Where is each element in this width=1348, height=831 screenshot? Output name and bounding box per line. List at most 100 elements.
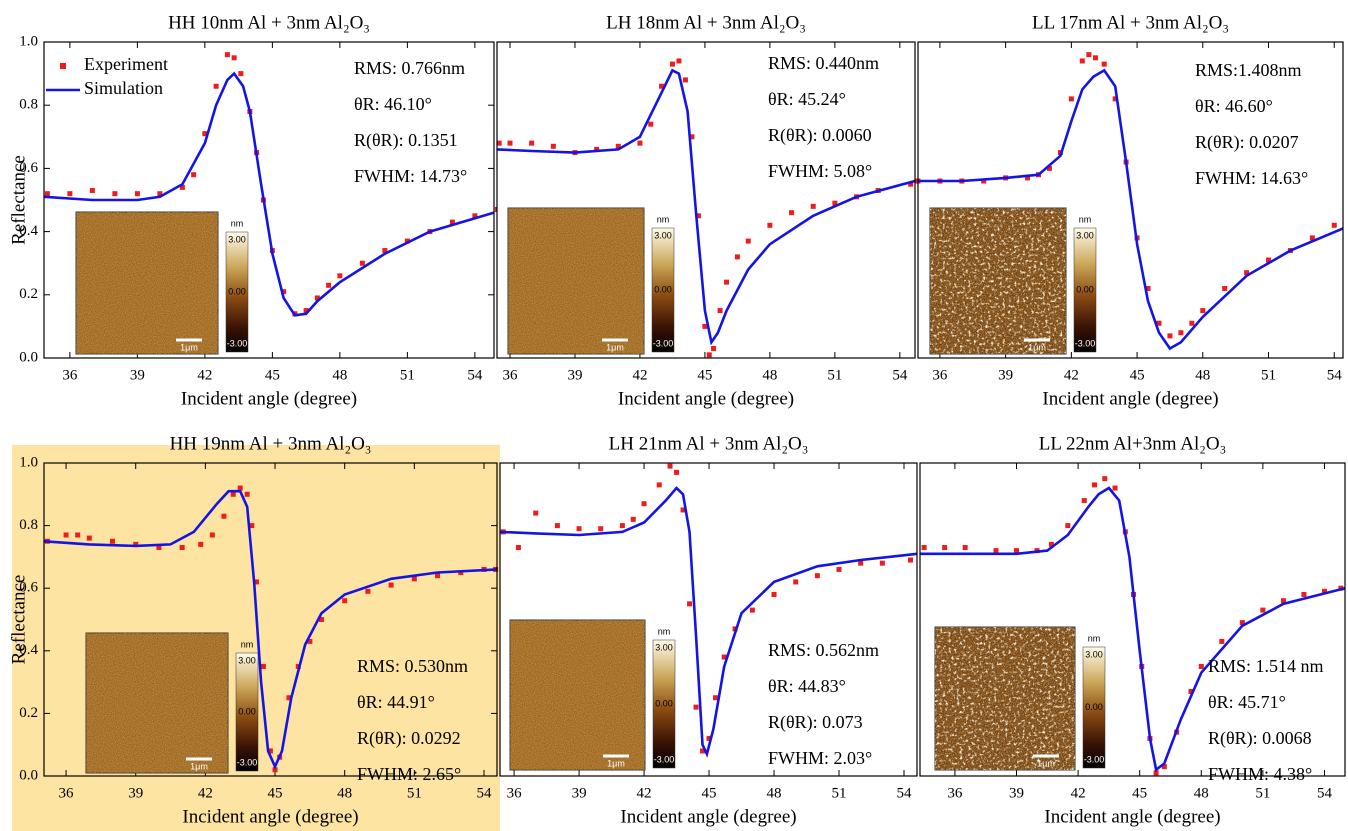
experiment-point: [179, 545, 185, 551]
experiment-point: [179, 184, 185, 190]
experiment-point: [1219, 638, 1225, 644]
colorbar-label: 3.00: [238, 655, 256, 665]
x-tick-label: 45: [265, 367, 280, 383]
annotation: R(θR): 0.0207: [1195, 132, 1299, 153]
experiment-point: [67, 191, 73, 197]
experiment-point: [253, 579, 259, 585]
x-axis-label: Incident angle (degree): [618, 388, 794, 409]
afm-texture: [510, 620, 645, 770]
experiment-point: [713, 695, 719, 701]
y-tick-label: 0.0: [19, 767, 38, 783]
afm-texture: [76, 212, 218, 354]
experiment-point: [109, 538, 115, 544]
x-tick-label: 51: [407, 785, 422, 801]
legend-label: Simulation: [84, 78, 163, 98]
x-tick-label: 54: [897, 785, 913, 801]
experiment-point: [993, 548, 999, 554]
experiment-point: [231, 55, 237, 61]
experiment-point: [1112, 485, 1118, 491]
y-tick-label: 0.0: [19, 349, 38, 365]
experiment-point: [213, 83, 219, 89]
experiment-point: [1048, 541, 1054, 547]
x-axis-label: Incident angle (degree): [182, 806, 358, 827]
experiment-point: [237, 485, 243, 491]
experiment-point: [702, 323, 708, 329]
colorbar-label: -3.00: [1075, 338, 1096, 348]
experiment-point: [1081, 498, 1087, 504]
experiment-point: [382, 248, 388, 254]
x-tick-label: 51: [400, 367, 415, 383]
colorbar-label: 3.00: [228, 234, 246, 244]
x-tick-label: 51: [1255, 785, 1270, 801]
experiment-point: [810, 203, 816, 209]
colorbar-unit: nm: [657, 214, 670, 224]
annotation: RMS: 0.440nm: [768, 53, 879, 73]
y-tick-label: 0.8: [19, 517, 38, 533]
experiment-point: [1086, 52, 1092, 58]
experiment-point: [594, 146, 600, 152]
annotation: θR: 45.24°: [768, 89, 846, 109]
axes-frame: [496, 41, 916, 359]
experiment-point: [706, 352, 712, 358]
experiment-point: [244, 491, 250, 497]
experiment-point: [1200, 308, 1206, 314]
experiment-point: [260, 663, 266, 669]
experiment-point: [721, 654, 727, 660]
experiment-point: [307, 638, 313, 644]
x-tick-label: 42: [197, 367, 212, 383]
experiment-point: [209, 532, 215, 538]
experiment-point: [576, 526, 582, 532]
experiment-point: [230, 491, 236, 497]
colorbar: [652, 639, 676, 769]
annotation: FWHM: 14.73°: [354, 166, 467, 186]
experiment-point: [921, 545, 927, 551]
experiment-point: [388, 582, 394, 588]
experiment-point: [619, 523, 625, 529]
experiment-point: [267, 748, 273, 754]
x-tick-label: 39: [998, 367, 1013, 383]
experiment-point: [281, 289, 287, 295]
experiment-point: [1145, 285, 1151, 291]
axes-frame: [43, 41, 495, 359]
experiment-point: [1280, 598, 1286, 604]
experiment-point: [687, 601, 693, 607]
experiment-point: [1068, 96, 1074, 102]
x-tick-label: 51: [827, 367, 842, 383]
y-tick-label: 0.8: [19, 97, 38, 113]
annotation: RMS: 0.766nm: [354, 58, 465, 78]
experiment-point: [75, 532, 81, 538]
experiment-point: [814, 573, 820, 579]
x-tick-label: 39: [572, 785, 587, 801]
experiment-point: [202, 131, 208, 137]
afm-grains: [935, 627, 1075, 770]
panel-title: LL 22nm Al+3nm Al₂O₃: [1039, 433, 1226, 454]
experiment-point: [749, 607, 755, 613]
colorbar-unit: nm: [231, 218, 244, 228]
experiment-point: [133, 541, 139, 547]
experiment-point: [1260, 607, 1266, 613]
simulation-line: [918, 68, 1344, 351]
y-tick-label: 0.2: [19, 286, 38, 302]
experiment-point: [191, 172, 197, 178]
colorbar: [235, 652, 259, 772]
x-tick-label: 36: [947, 785, 963, 801]
experiment-point: [63, 532, 69, 538]
experiment-point: [507, 140, 513, 146]
experiment-point: [724, 279, 730, 285]
experiment-point: [1092, 55, 1098, 61]
x-tick-label: 42: [637, 785, 652, 801]
colorbar-label: 0.00: [1085, 702, 1103, 712]
experiment-point: [86, 535, 92, 541]
annotation: FWHM: 2.65°: [357, 764, 461, 784]
experiment-point: [404, 238, 410, 244]
colorbar-label: -3.00: [653, 338, 674, 348]
simulation-line: [43, 489, 498, 770]
y-axis-label: Reflectance: [8, 575, 29, 665]
experiment-point: [1331, 222, 1337, 228]
experiment-point: [1092, 482, 1098, 488]
experiment-point: [1266, 257, 1272, 263]
annotation: FWHM: 4.38°: [1208, 764, 1312, 784]
experiment-point: [134, 191, 140, 197]
experiment-point: [198, 541, 204, 547]
